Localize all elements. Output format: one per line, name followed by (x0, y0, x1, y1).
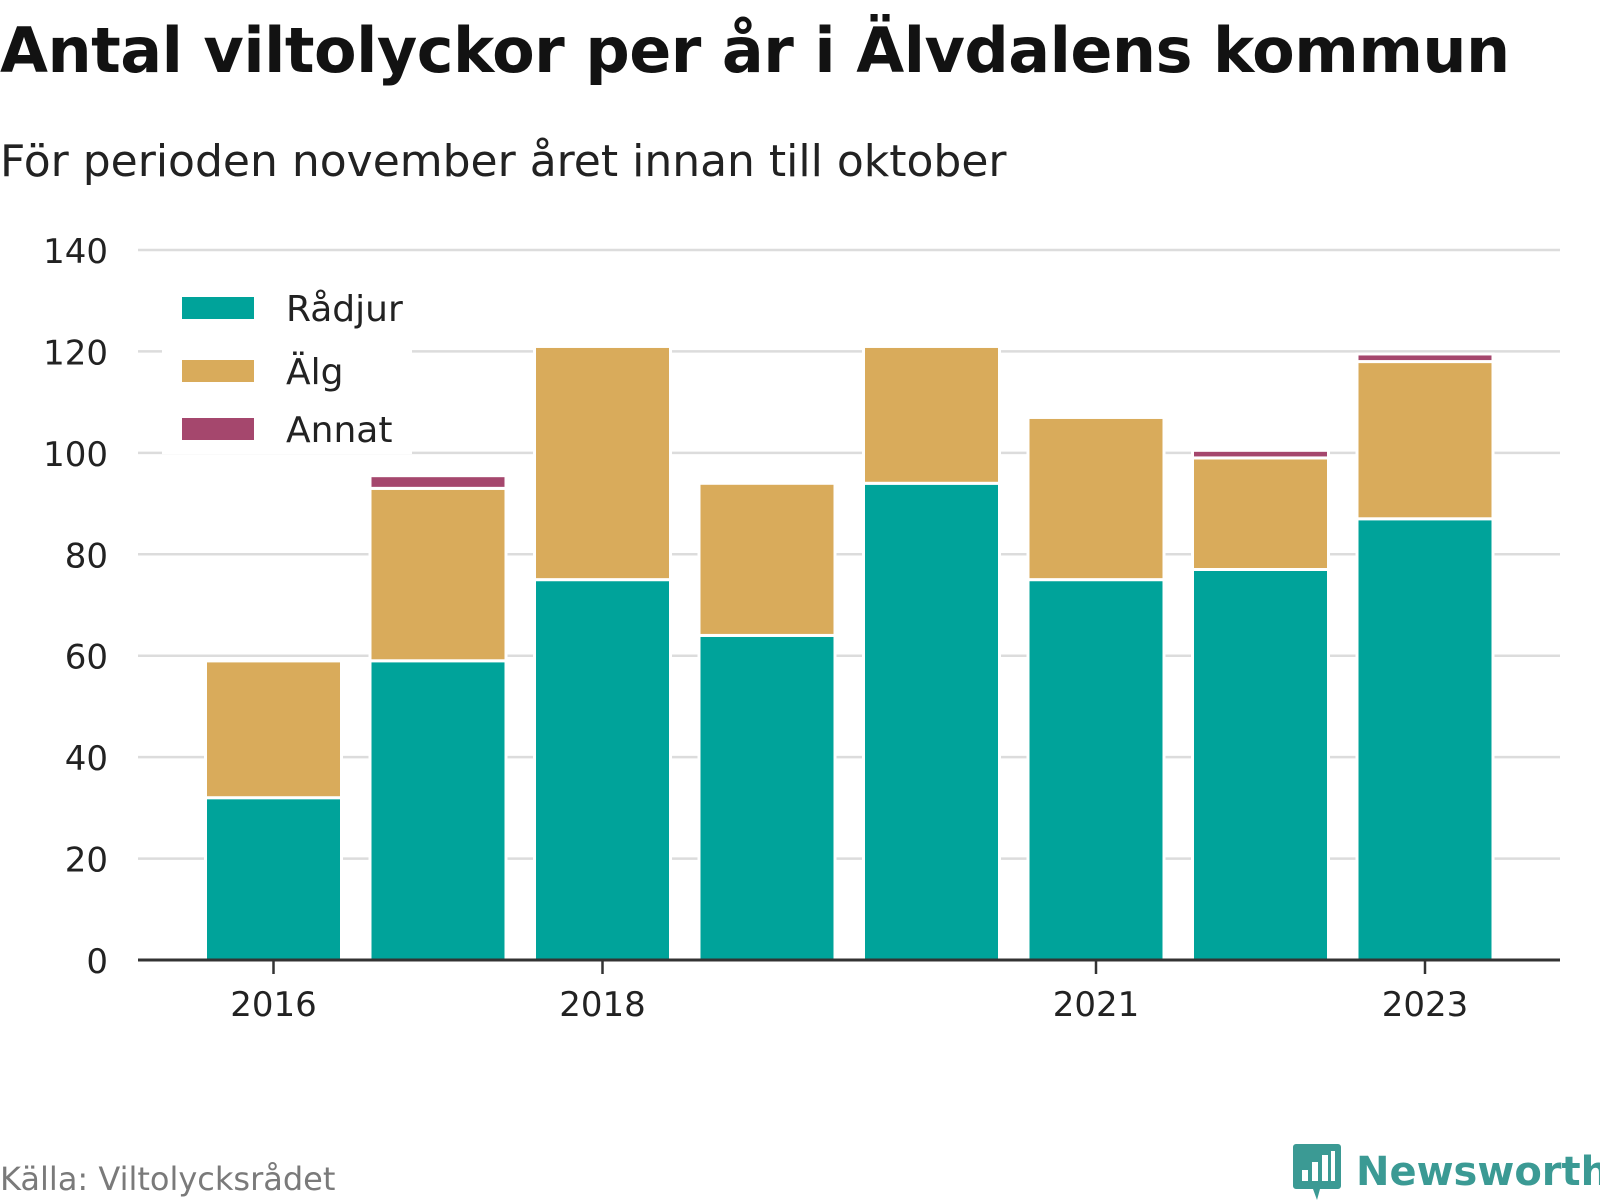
bar-segment (697, 633, 837, 962)
bar-segment (1191, 448, 1330, 460)
bar-segment (1026, 415, 1166, 582)
legend-label: Älg (286, 351, 343, 393)
legend-swatch (182, 418, 254, 440)
chart-title: Antal viltolyckor per år i Älvdalens kom… (0, 14, 1510, 87)
bar-segment (862, 343, 1001, 348)
brand-name: Newsworthy (1356, 1149, 1600, 1195)
legend-label: Annat (286, 410, 392, 451)
bar-segment (204, 796, 343, 962)
bar-segment (1355, 517, 1495, 962)
x-tick-label: 2016 (230, 985, 317, 1025)
y-tick-label: 80 (65, 536, 108, 576)
source-note: Källa: Viltolycksrådet (0, 1160, 336, 1198)
y-tick-label: 20 (65, 841, 108, 881)
bar-segment (533, 578, 672, 962)
chart-subtitle: För perioden november året innan till ok… (0, 136, 1007, 187)
legend-swatch (182, 360, 254, 382)
bar-segment (368, 474, 508, 490)
bar-segment (204, 657, 343, 663)
y-tick-label: 60 (65, 638, 108, 678)
y-tick-label: 100 (43, 435, 108, 475)
stacked-bar-chart: 0 20 40 60 80 100 120 140 2016 2018 2021 2023 Rådjur… (43, 232, 1560, 1025)
bar-segment (533, 343, 672, 348)
legend-swatch (182, 297, 254, 319)
y-tick-label: 0 (86, 942, 108, 982)
bar-chart-logo-icon (1293, 1144, 1341, 1200)
y-tick-label: 40 (65, 739, 108, 779)
bar-segment (1026, 414, 1166, 419)
bar-segment (368, 486, 508, 663)
bar-segment (368, 659, 508, 962)
brand: Newsworthy (1292, 1142, 1600, 1202)
bar-segment (204, 659, 343, 800)
bar-segment (1191, 456, 1330, 571)
bar-segment (697, 481, 837, 637)
bar-segment (1026, 578, 1166, 962)
bar-segment (1355, 352, 1495, 364)
bar-segment (862, 481, 1001, 962)
x-tick-label: 2021 (1053, 985, 1140, 1025)
x-tick-label: 2023 (1382, 985, 1469, 1025)
x-tick-label: 2018 (559, 985, 646, 1025)
bar-segment (862, 344, 1001, 485)
bar-segment (533, 344, 672, 582)
bar-segment (1355, 360, 1495, 521)
y-tick-label: 120 (43, 333, 108, 373)
y-tick-label: 140 (43, 232, 108, 272)
bar-segment (1191, 568, 1330, 962)
legend-label: Rådjur (286, 289, 403, 330)
